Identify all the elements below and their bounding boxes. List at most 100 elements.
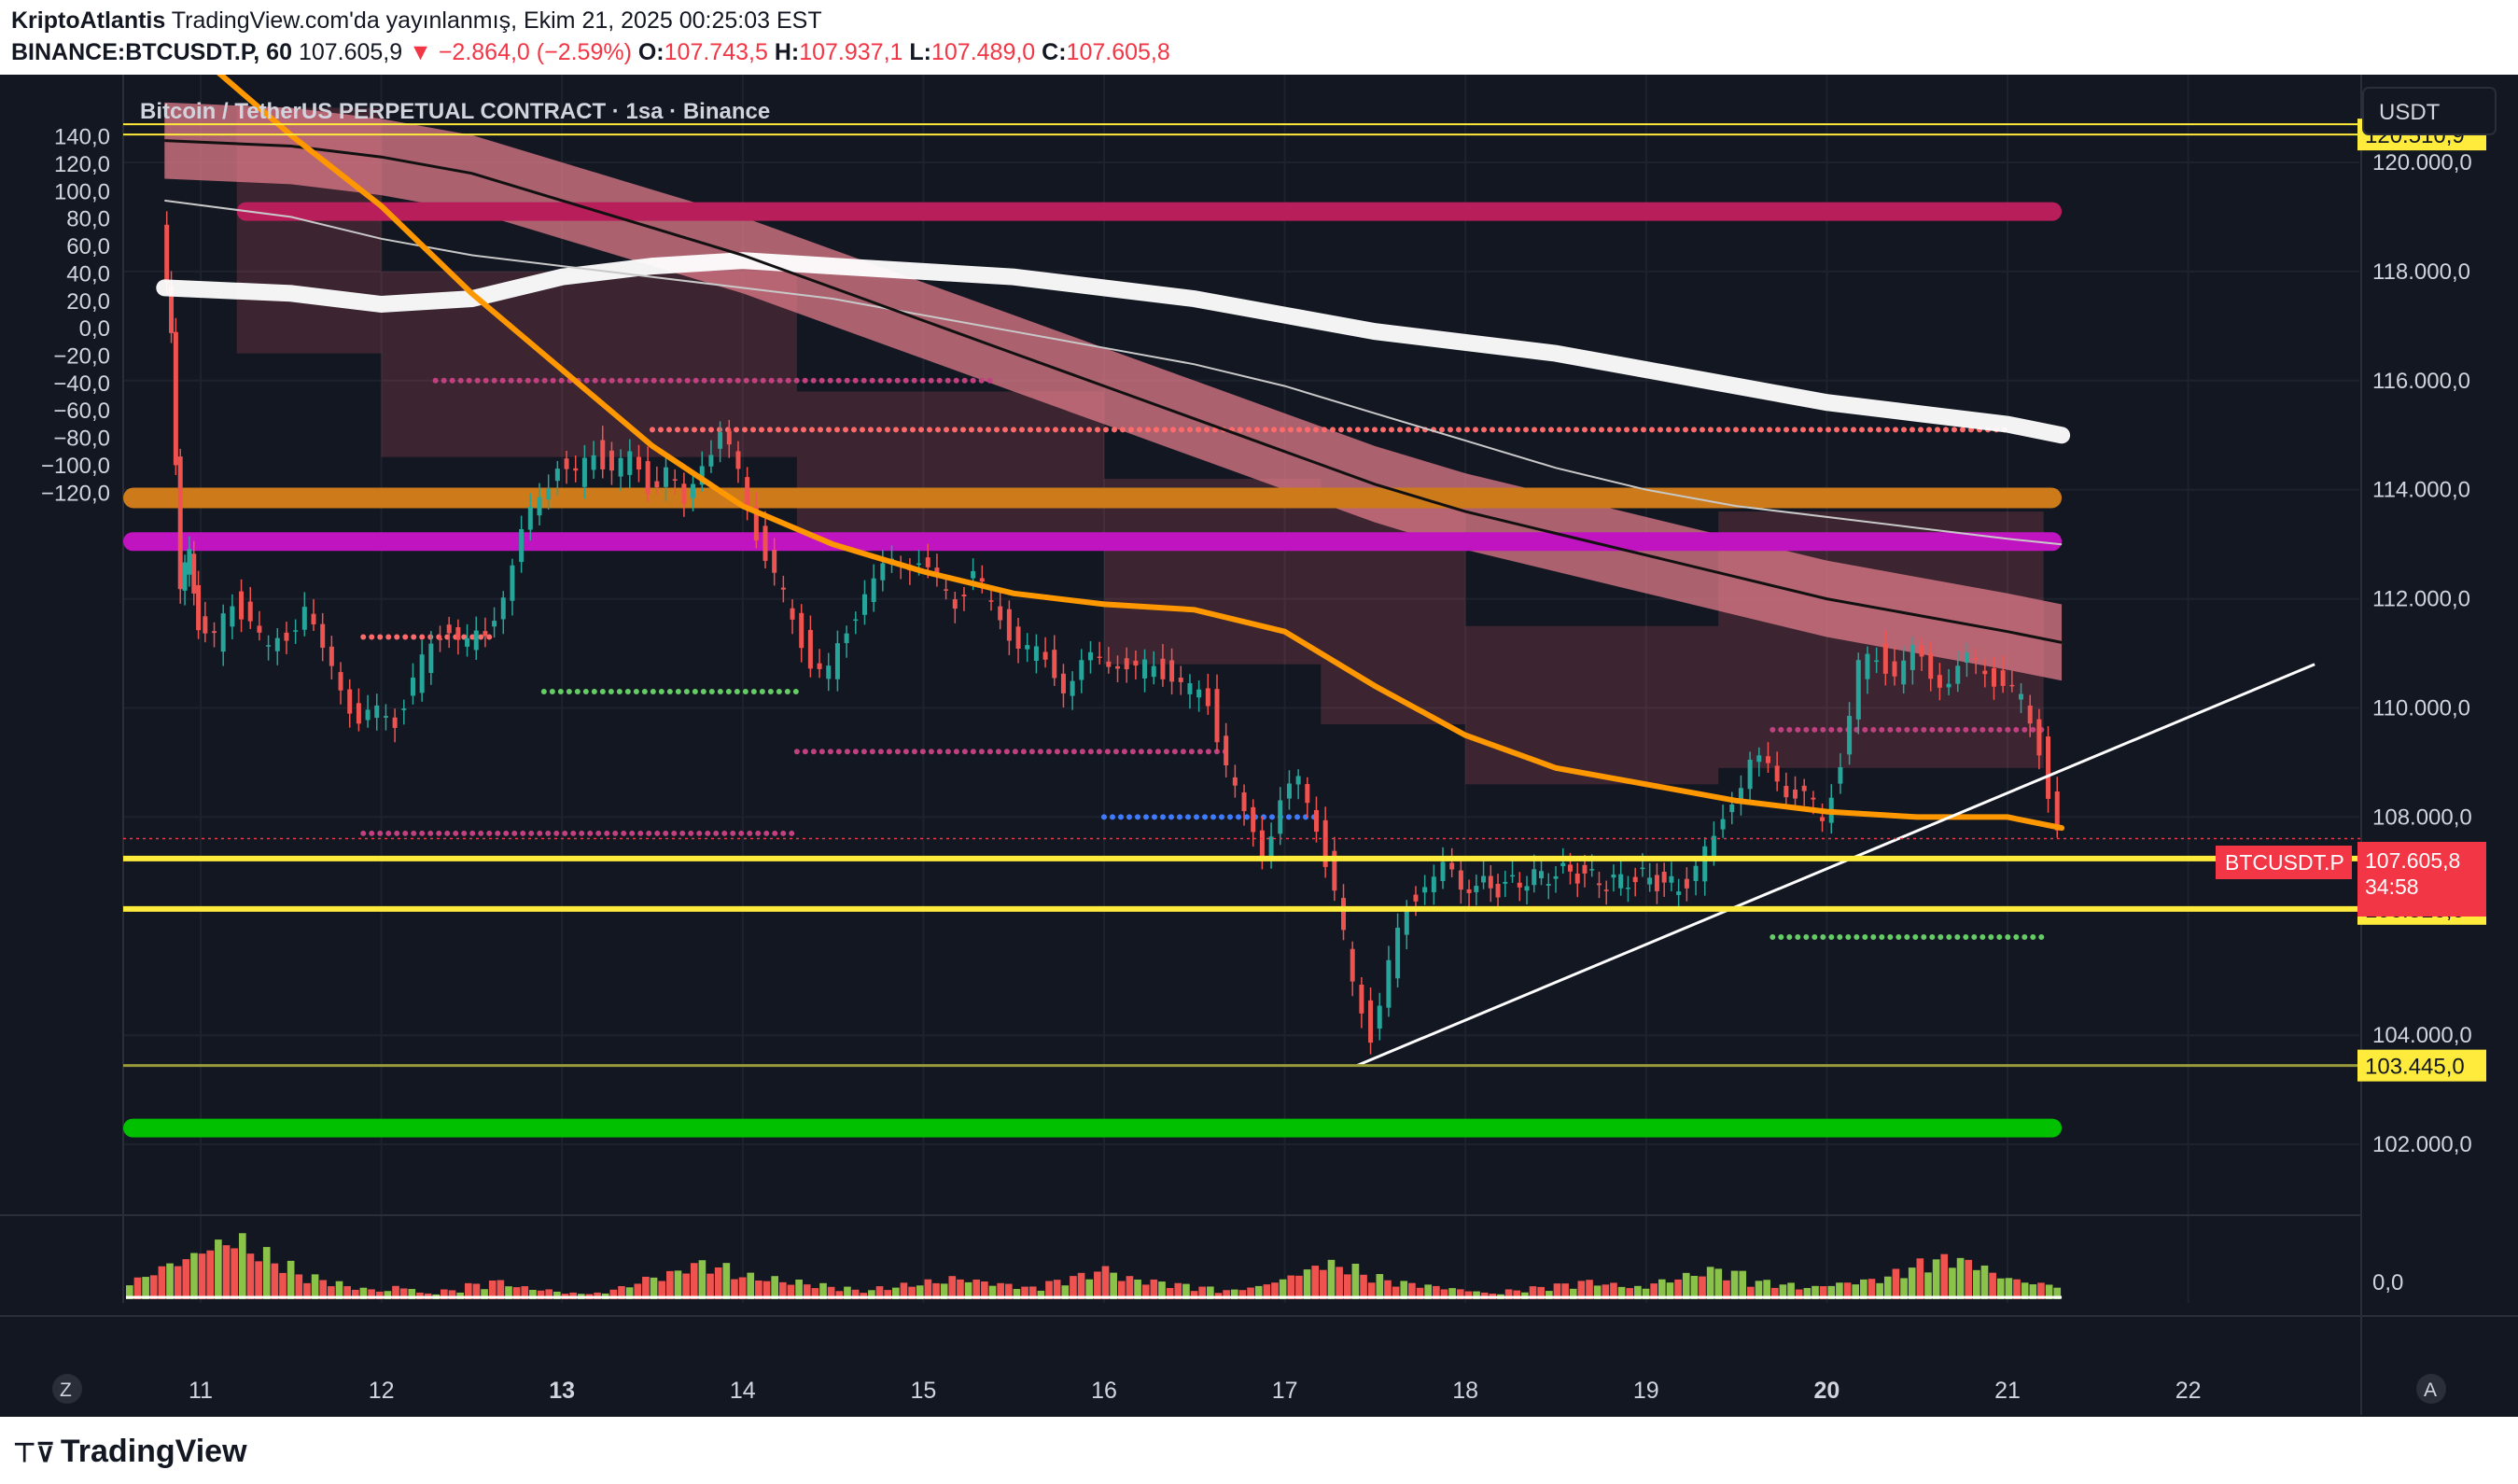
indicator-dot — [1918, 427, 1923, 433]
volume-bar — [1311, 1266, 1320, 1299]
indicator-dot — [2021, 726, 2028, 733]
symbol-interval[interactable]: BINANCE:BTCUSDT.P, 60 — [11, 39, 292, 65]
indicator-dot — [1742, 427, 1747, 433]
candle-body — [762, 525, 768, 561]
timezone-button[interactable]: Z — [52, 1374, 82, 1404]
indicator-dot — [801, 427, 806, 433]
indicator-dot — [1020, 749, 1027, 755]
price-chart[interactable]: 120.510,9107.239,5106.316,0103.445,0 140… — [0, 75, 2518, 1417]
indicator-dot — [970, 749, 976, 755]
ohlc-legend: BINANCE:BTCUSDT.P, 60 107.605,9 ▼ −2.864… — [11, 39, 1170, 66]
indicator-dot — [377, 634, 384, 640]
volume-bar — [924, 1279, 932, 1299]
tradingview-logo[interactable]: ⊤⊽ TradingView — [13, 1434, 247, 1470]
indicator-dot — [650, 427, 655, 433]
volume-bar — [1101, 1266, 1110, 1299]
indicator-dot — [1954, 726, 1961, 733]
indicator-dot — [1937, 933, 1944, 940]
indicator-dot — [449, 377, 455, 384]
author-name[interactable]: KriptoAtlantis — [11, 7, 166, 34]
indicator-dot — [1380, 427, 1386, 433]
indicator-dot — [537, 830, 543, 836]
indicator-dot — [1162, 427, 1168, 433]
shaded-zone — [796, 391, 1104, 539]
volume-bar — [1134, 1279, 1141, 1299]
volume-bar — [1287, 1275, 1295, 1299]
volume-bar — [1327, 1259, 1336, 1299]
volume-bar — [472, 1283, 481, 1299]
volume-bar — [1868, 1279, 1876, 1299]
candle-body — [672, 479, 678, 481]
indicator-dot — [827, 377, 833, 384]
indicator-dot — [1946, 933, 1952, 940]
volume-bar — [1456, 1289, 1464, 1299]
indicator-dot — [818, 749, 825, 755]
indicator-dot — [1012, 749, 1018, 755]
candle-body — [1793, 789, 1798, 799]
indicator-dot — [911, 749, 917, 755]
indicator-dot — [641, 688, 648, 694]
indicator-dot — [633, 688, 639, 694]
indicator-dot — [1820, 933, 1826, 940]
indicator-dot — [767, 427, 773, 433]
indicator-dot — [1658, 427, 1663, 433]
indicator-dot — [486, 634, 493, 640]
indicator-dot — [1893, 427, 1898, 433]
volume-bar — [666, 1270, 674, 1299]
volume-bar — [287, 1260, 295, 1299]
indicator-dot — [444, 830, 451, 836]
volume-bar — [1150, 1279, 1158, 1299]
indicator-dot — [860, 749, 867, 755]
candle-body — [1449, 862, 1455, 870]
candle-body — [944, 589, 949, 591]
volume-bar — [464, 1282, 472, 1299]
volume-bar — [1610, 1282, 1617, 1299]
candle-body — [1874, 660, 1880, 663]
indicator-dot — [1238, 427, 1243, 433]
ma-white-thick — [156, 252, 2071, 444]
candle-body — [1729, 804, 1735, 813]
candle-body — [1060, 673, 1066, 693]
volume-bar — [762, 1281, 771, 1299]
indicator-dot — [961, 377, 968, 384]
currency-button[interactable]: USDT — [2362, 87, 2497, 135]
volume-bar — [875, 1286, 884, 1299]
indicator-dot — [1557, 427, 1562, 433]
volume-bar — [2053, 1287, 2062, 1299]
indicator-dot — [1170, 427, 1176, 433]
candle-body — [455, 627, 461, 640]
volume-bar — [441, 1289, 448, 1299]
chart-title: Bitcoin / TetherUS PERPETUAL CONTRACT · … — [140, 99, 770, 124]
high-label: H: — [774, 39, 800, 65]
candle-body — [1169, 660, 1175, 682]
candle-body — [925, 557, 930, 567]
auto-scale-button[interactable]: A — [2416, 1374, 2446, 1404]
volume-bar — [238, 1233, 246, 1299]
indicator-dot — [810, 749, 817, 755]
volume-bar — [384, 1291, 392, 1299]
indicator-dot — [1246, 427, 1252, 433]
candle-body — [1855, 660, 1861, 720]
indicator-dot — [809, 427, 815, 433]
candle-body — [374, 705, 380, 719]
candle-body — [1422, 887, 1428, 893]
indicator-dot — [1632, 427, 1638, 433]
indicator-dot — [671, 830, 678, 836]
indicator-dot — [1943, 427, 1949, 433]
indicator-bands — [123, 102, 2063, 1138]
indicator-dot — [978, 377, 985, 384]
indicator-dot — [1103, 427, 1109, 433]
volume-bar — [1464, 1291, 1473, 1299]
candle-body — [1711, 835, 1716, 858]
indicator-dot — [1036, 427, 1042, 433]
indicator-dot — [1110, 814, 1115, 820]
volume-bar — [674, 1270, 682, 1299]
indicator-dot — [1963, 933, 1969, 940]
indicator-dot — [684, 377, 691, 384]
indicator-dot — [1795, 726, 1801, 733]
candle-body — [745, 477, 750, 507]
change-text: −2.864,0 (−2.59%) — [438, 39, 632, 65]
indicator-dot — [1574, 427, 1579, 433]
indicator-dot — [961, 749, 968, 755]
candle-body — [1517, 882, 1522, 888]
